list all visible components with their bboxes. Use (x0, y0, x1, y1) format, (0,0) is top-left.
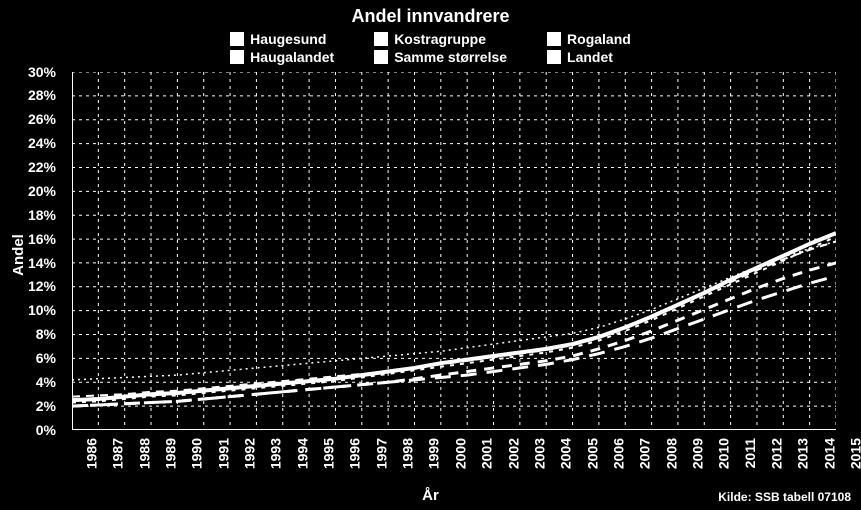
x-tick-label: 2001 (479, 438, 495, 469)
y-tick-label: 2% (36, 398, 56, 414)
legend-swatch-icon (374, 50, 388, 64)
y-tick-label: 10% (28, 302, 56, 318)
legend-item: Kostragruppe (374, 31, 507, 47)
y-tick-label: 24% (28, 135, 56, 151)
x-tick-label: 1992 (242, 438, 258, 469)
x-tick-label: 2009 (690, 438, 706, 469)
plot-svg (72, 72, 836, 430)
y-tick-label: 12% (28, 278, 56, 294)
x-tick-label: 2006 (610, 438, 626, 469)
legend-item: Samme størrelse (374, 49, 507, 65)
y-tick-label: 14% (28, 255, 56, 271)
chart-container: Andel innvandrere Haugesund Haugalandet Ko… (0, 0, 861, 510)
x-tick-label: 2003 (531, 438, 547, 469)
x-tick-label: 1998 (400, 438, 416, 469)
y-tick-label: 22% (28, 159, 56, 175)
x-tick-label: 1997 (373, 438, 389, 469)
legend-label: Samme størrelse (394, 49, 507, 65)
y-tick-label: 28% (28, 87, 56, 103)
x-tick-label: 2015 (848, 438, 861, 469)
legend-item: Haugalandet (230, 49, 334, 65)
legend-swatch-icon (230, 32, 244, 46)
legend-swatch-icon (374, 32, 388, 46)
x-tick-label: 1986 (84, 438, 100, 469)
x-tick-label: 2012 (769, 438, 785, 469)
series-samme-størrelse (72, 276, 836, 406)
legend-item: Haugesund (230, 31, 334, 47)
legend-label: Kostragruppe (394, 31, 486, 47)
x-tick-label: 1996 (347, 438, 363, 469)
x-tick-label: 2010 (716, 438, 732, 469)
x-axis-label: År (422, 487, 439, 504)
plot-area: 0%2%4%6%8%10%12%14%16%18%20%22%24%26%28%… (72, 72, 836, 430)
x-tick-label: 2005 (584, 438, 600, 469)
y-tick-label: 0% (36, 422, 56, 438)
legend-label: Rogaland (567, 31, 631, 47)
chart-legend: Haugesund Haugalandet Kostragruppe Samme st… (0, 27, 861, 67)
y-tick-label: 18% (28, 207, 56, 223)
legend-label: Haugalandet (250, 49, 334, 65)
x-tick-label: 2008 (663, 438, 679, 469)
x-tick-label: 2011 (742, 438, 758, 468)
x-tick-label: 1993 (268, 438, 284, 469)
y-tick-label: 4% (36, 374, 56, 390)
x-tick-label: 2013 (795, 438, 811, 469)
x-tick-label: 1991 (215, 438, 231, 469)
x-tick-label: 1999 (426, 438, 442, 469)
x-tick-label: 2014 (821, 438, 837, 469)
legend-label: Landet (567, 49, 613, 65)
legend-swatch-icon (230, 50, 244, 64)
y-axis-label: Andel (10, 234, 27, 276)
legend-swatch-icon (547, 32, 561, 46)
y-tick-label: 16% (28, 231, 56, 247)
y-tick-label: 26% (28, 111, 56, 127)
y-tick-label: 8% (36, 326, 56, 342)
legend-label: Haugesund (250, 31, 326, 47)
x-tick-label: 1987 (110, 438, 126, 469)
y-tick-label: 30% (28, 64, 56, 80)
x-tick-label: 2002 (505, 438, 521, 469)
y-tick-label: 20% (28, 183, 56, 199)
x-tick-label: 2004 (558, 438, 574, 469)
chart-title: Andel innvandrere (0, 0, 861, 27)
y-tick-label: 6% (36, 350, 56, 366)
legend-item: Landet (547, 49, 631, 65)
x-tick-label: 2007 (637, 438, 653, 469)
x-tick-label: 1988 (136, 438, 152, 469)
series-rogaland (72, 237, 836, 403)
x-tick-label: 1994 (294, 438, 310, 469)
source-text: Kilde: SSB tabell 07108 (718, 490, 851, 504)
x-tick-label: 1995 (321, 438, 337, 469)
series-haugesund (72, 233, 836, 400)
legend-item: Rogaland (547, 31, 631, 47)
legend-swatch-icon (547, 50, 561, 64)
x-tick-label: 2000 (452, 438, 468, 469)
x-tick-label: 1989 (163, 438, 179, 469)
x-tick-label: 1990 (189, 438, 205, 469)
